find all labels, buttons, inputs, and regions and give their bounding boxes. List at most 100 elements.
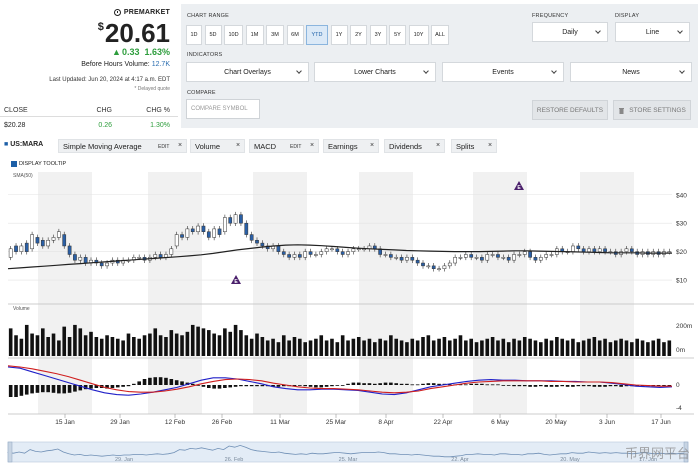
tag-label: Splits xyxy=(456,141,475,151)
macd-histogram-bar xyxy=(490,384,495,386)
volume-bar xyxy=(228,331,233,356)
close-icon[interactable]: × xyxy=(488,142,493,149)
range-button-10d[interactable]: 10D xyxy=(224,25,243,45)
close-icon[interactable]: × xyxy=(436,142,441,149)
x-tick-label: 20 May xyxy=(545,419,567,426)
tag-simple-moving-average[interactable]: Simple Moving Average EDIT × xyxy=(58,139,187,153)
macd-histogram-bar xyxy=(624,385,629,387)
range-button-3m[interactable]: 3M xyxy=(266,25,284,45)
candle xyxy=(24,242,29,252)
range-button-1y[interactable]: 1Y xyxy=(330,25,348,45)
volume-bar xyxy=(265,340,270,356)
range-button-2y[interactable]: 2Y xyxy=(350,25,367,45)
events-dropdown[interactable]: Events xyxy=(442,62,564,82)
candle xyxy=(415,259,420,264)
display-dropdown[interactable]: Line xyxy=(615,22,690,42)
range-button-1m[interactable]: 1M xyxy=(245,25,264,45)
macd-histogram-bar xyxy=(533,385,538,387)
range-button-5d[interactable]: 5D xyxy=(204,25,222,45)
macd-histogram-bar xyxy=(555,385,559,387)
volume-bar xyxy=(613,340,618,356)
candle xyxy=(324,248,329,252)
chart-overlays-dropdown[interactable]: Chart Overlays xyxy=(186,62,309,82)
volume-bar xyxy=(132,337,136,356)
candle xyxy=(458,257,463,259)
tag-macd[interactable]: MACD EDIT × xyxy=(249,139,319,153)
earnings-event-label: E xyxy=(517,185,521,191)
frequency-dropdown[interactable]: Daily xyxy=(532,22,608,42)
last-updated: Last Updated: Jun 20, 2024 at 4:17 a.m. … xyxy=(49,77,170,83)
macd-histogram-bar xyxy=(174,380,179,385)
macd-histogram-bar xyxy=(512,385,516,387)
earnings-event-marker xyxy=(231,275,241,284)
volume-bar xyxy=(19,338,24,356)
range-button-3y[interactable]: 3Y xyxy=(369,25,387,45)
range-button-10y[interactable]: 10Y xyxy=(408,25,429,45)
macd-histogram-bar xyxy=(362,383,366,385)
macd-histogram-bar xyxy=(233,385,238,387)
close-icon[interactable]: × xyxy=(370,142,375,149)
volume-bar xyxy=(506,342,511,356)
tag-edit-button[interactable]: EDIT xyxy=(290,144,302,150)
candle xyxy=(490,254,495,256)
close-icon[interactable]: × xyxy=(178,142,183,149)
candle xyxy=(340,251,345,255)
range-button-ytd[interactable]: YTD xyxy=(306,25,328,45)
macd-histogram-bar xyxy=(57,385,61,394)
store-settings-button[interactable]: STORE SETTINGS xyxy=(613,100,691,120)
news-dropdown[interactable]: News xyxy=(570,62,692,82)
close-icon[interactable]: × xyxy=(236,142,241,149)
trash-icon xyxy=(619,107,625,114)
macd-histogram-bar xyxy=(480,383,484,385)
candle xyxy=(533,257,538,261)
volume-bar xyxy=(624,340,629,356)
candle xyxy=(228,217,233,224)
display-tooltip-toggle[interactable]: DISPLAY TOOLTIP xyxy=(11,161,66,167)
tag-dividends[interactable]: Dividends × xyxy=(384,139,445,153)
volume-bar xyxy=(324,340,329,356)
chart-band xyxy=(359,172,413,414)
before-hours-volume: Before Hours Volume: 12.7K xyxy=(81,61,170,68)
candle xyxy=(153,254,158,258)
candle xyxy=(303,251,308,258)
tag-edit-button[interactable]: EDIT xyxy=(158,144,170,150)
price-tick-label: $10 xyxy=(676,278,687,285)
tag-earnings[interactable]: Earnings × xyxy=(323,139,379,153)
range-button-5y[interactable]: 5Y xyxy=(389,25,406,45)
volume-bar xyxy=(453,338,457,356)
candle xyxy=(281,251,286,255)
volume-bar xyxy=(501,338,506,356)
lower-charts-dropdown[interactable]: Lower Charts xyxy=(314,62,436,82)
volume-bar xyxy=(308,340,313,356)
candle xyxy=(137,257,142,259)
candle xyxy=(14,245,18,252)
tag-splits[interactable]: Splits × xyxy=(451,139,497,153)
macd-tick-label: -4 xyxy=(676,405,682,412)
range-button-all[interactable]: ALL xyxy=(431,25,449,45)
volume-bar xyxy=(603,338,607,356)
chart-band xyxy=(38,172,92,414)
candle xyxy=(480,257,484,261)
macd-histogram-bar xyxy=(394,383,399,385)
volume-bar xyxy=(367,338,372,356)
frequency-label: FREQUENCY xyxy=(532,13,569,19)
macd-histogram-bar xyxy=(78,385,83,391)
macd-histogram-bar xyxy=(190,383,195,385)
restore-defaults-button[interactable]: RESTORE DEFAULTS xyxy=(532,100,608,120)
volume-bar xyxy=(442,337,447,356)
close-icon[interactable]: × xyxy=(310,142,315,149)
x-tick-label: 17 Jun xyxy=(651,419,671,426)
navigator-tick-label: 29. Jan xyxy=(115,457,133,463)
compare-symbol-input[interactable]: COMPARE SYMBOL xyxy=(186,99,260,119)
volume-bar xyxy=(223,328,227,356)
volume-bar xyxy=(533,340,538,356)
candle xyxy=(57,231,61,238)
range-button-6m[interactable]: 6M xyxy=(286,25,304,45)
candle xyxy=(46,240,51,247)
volume-bar xyxy=(298,338,302,356)
range-button-1d[interactable]: 1D xyxy=(186,25,202,45)
macd-panel xyxy=(7,365,673,397)
sma-line xyxy=(7,244,672,270)
tag-volume[interactable]: Volume × xyxy=(190,139,245,153)
